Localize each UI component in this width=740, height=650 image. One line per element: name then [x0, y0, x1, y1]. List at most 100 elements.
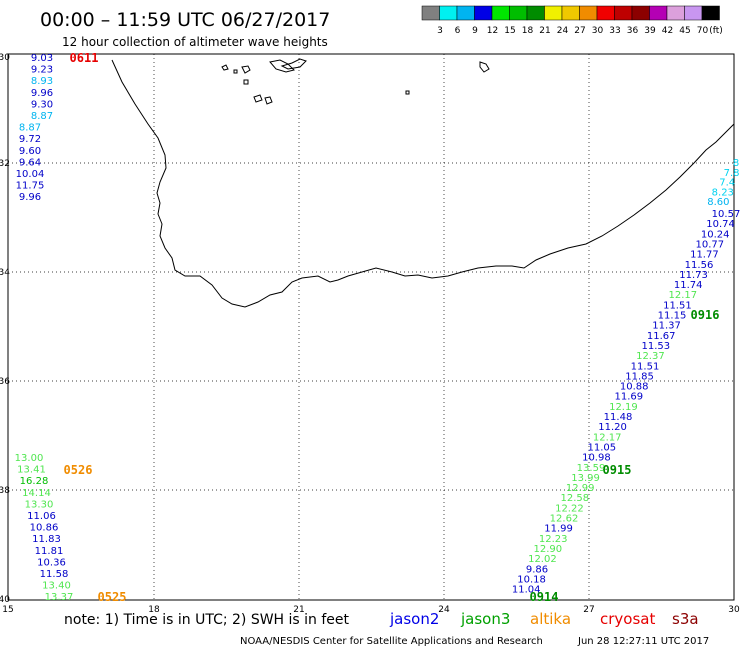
swh-value: 10.77	[695, 239, 724, 250]
swh-value: 11.73	[679, 270, 708, 281]
swh-value: 11.53	[641, 341, 670, 352]
swh-value: 8.87	[31, 111, 53, 122]
swh-value: 9.86	[526, 564, 548, 575]
wave-height-readings: 9.039.238.939.969.308.878.879.729.609.64…	[15, 53, 740, 603]
scale-tick-label: 12	[487, 26, 498, 36]
swh-value: 11.99	[544, 524, 573, 535]
color-swatch	[614, 5, 633, 21]
swh-value: 10.36	[37, 557, 66, 568]
pass-time: 0914	[530, 590, 559, 604]
color-swatch	[474, 5, 493, 21]
longitude-label: 15	[2, 605, 13, 615]
mission-name: cryosat	[600, 610, 655, 628]
swh-value: 12.58	[560, 493, 589, 504]
swh-value: 12.17	[593, 432, 622, 443]
swh-value: 16.28	[20, 476, 49, 487]
swh-value: 12.62	[550, 514, 579, 525]
pass-time: 0611	[70, 51, 99, 65]
mission-name: jason2	[389, 610, 439, 628]
pass-time-labels: 0611 0526 0525 0916 0915 0914	[64, 51, 720, 604]
swh-value: 7.8	[724, 168, 740, 179]
swh-value: 8.93	[31, 76, 53, 87]
swh-value: 11.51	[663, 300, 692, 311]
swh-value: 8.23	[712, 187, 734, 198]
swh-value: 12.19	[609, 402, 638, 413]
swh-value: 10.88	[620, 382, 649, 393]
map-title: 00:00 – 11:59 UTC 06/27/2017	[40, 9, 330, 31]
longitude-label: 18	[148, 605, 160, 615]
color-swatch	[456, 5, 475, 21]
scale-tick-label: 27	[574, 26, 585, 36]
swh-value: 8	[733, 158, 739, 169]
mission-legend: jason2 jason3 altika cryosat s3a	[389, 610, 699, 628]
pass-time: 0526	[64, 463, 93, 477]
swh-value: 11.67	[647, 331, 676, 342]
color-swatch	[684, 5, 703, 21]
pass-time: 0525	[98, 590, 127, 604]
color-swatch	[526, 5, 545, 21]
swh-value: 10.57	[712, 209, 740, 220]
swh-value: 8.87	[19, 123, 41, 134]
swh-value: 11.04	[512, 585, 541, 596]
scale-tick-label: 36	[627, 26, 639, 36]
swh-value: 11.05	[587, 442, 616, 453]
scale-tick-label: 39	[644, 26, 656, 36]
lat-lon-grid: 15 18 21 24 27 30 -30 -32 -34 -36 -38 -40	[0, 53, 740, 615]
swh-value: 11.37	[652, 321, 681, 332]
swh-value: 13.30	[25, 499, 54, 510]
color-swatch	[631, 5, 650, 21]
map-subtitle: 12 hour collection of altimeter wave hei…	[62, 35, 328, 49]
longitude-label: 21	[293, 605, 304, 615]
color-swatch	[561, 5, 580, 21]
color-swatch	[491, 5, 510, 21]
swh-value: 12.99	[566, 483, 595, 494]
swh-value: 9.03	[31, 53, 53, 64]
swh-value: 14.14	[22, 488, 51, 499]
swh-value: 11.56	[685, 260, 714, 271]
scale-tick-label: (ft)	[709, 26, 723, 36]
mission-name: jason3	[460, 610, 510, 628]
color-swatch	[596, 5, 615, 21]
swh-value: 12.22	[555, 503, 584, 514]
scale-tick-label: 6	[455, 26, 461, 36]
map-frame	[7, 53, 735, 601]
swh-value: 9.96	[19, 192, 41, 203]
swh-value: 13.00	[15, 453, 44, 464]
pass-time: 0915	[603, 463, 632, 477]
scale-tick-label: 30	[592, 26, 604, 36]
swh-value: 13.37	[45, 592, 74, 603]
color-swatch	[421, 5, 440, 21]
latitude-label: -30	[0, 53, 10, 63]
color-swatch	[439, 5, 458, 21]
swh-value: 11.81	[35, 546, 64, 557]
swh-value: 10.74	[706, 219, 735, 230]
swh-value: 13.41	[17, 465, 46, 476]
swh-value: 9.23	[31, 65, 53, 76]
swh-value: 10.98	[582, 453, 611, 464]
swh-value: 10.86	[30, 523, 59, 534]
color-scale-legend: 3 6 9 12 15 18 21 24 27 30 33 36 39 42 45 70 (ft)	[421, 5, 723, 36]
swh-value: 7.4	[719, 178, 735, 189]
color-swatch	[701, 5, 720, 21]
mission-name: s3a	[672, 610, 699, 628]
longitude-label: 30	[728, 605, 740, 615]
scale-tick-label: 42	[662, 26, 673, 36]
scale-tick-label: 15	[504, 26, 515, 36]
swh-value: 9.72	[19, 134, 41, 145]
latitude-label: -32	[0, 159, 10, 169]
swh-value: 12.37	[636, 351, 665, 362]
latitude-label: -34	[0, 268, 10, 278]
swh-value: 10.18	[517, 574, 546, 585]
swh-value: 11.20	[598, 422, 627, 433]
small-islands	[221, 58, 490, 105]
swh-value: 11.74	[674, 280, 703, 291]
scale-tick-label: 3	[437, 26, 443, 36]
footer-note: note: 1) Time is in UTC; 2) SWH is in fe…	[64, 612, 350, 628]
swh-value: 9.96	[31, 88, 53, 99]
mission-name: altika	[530, 610, 571, 628]
scale-tick-label: 21	[539, 26, 550, 36]
swh-value: 11.06	[27, 511, 56, 522]
pass-time: 0916	[691, 308, 720, 322]
scale-tick-label: 45	[679, 26, 690, 36]
